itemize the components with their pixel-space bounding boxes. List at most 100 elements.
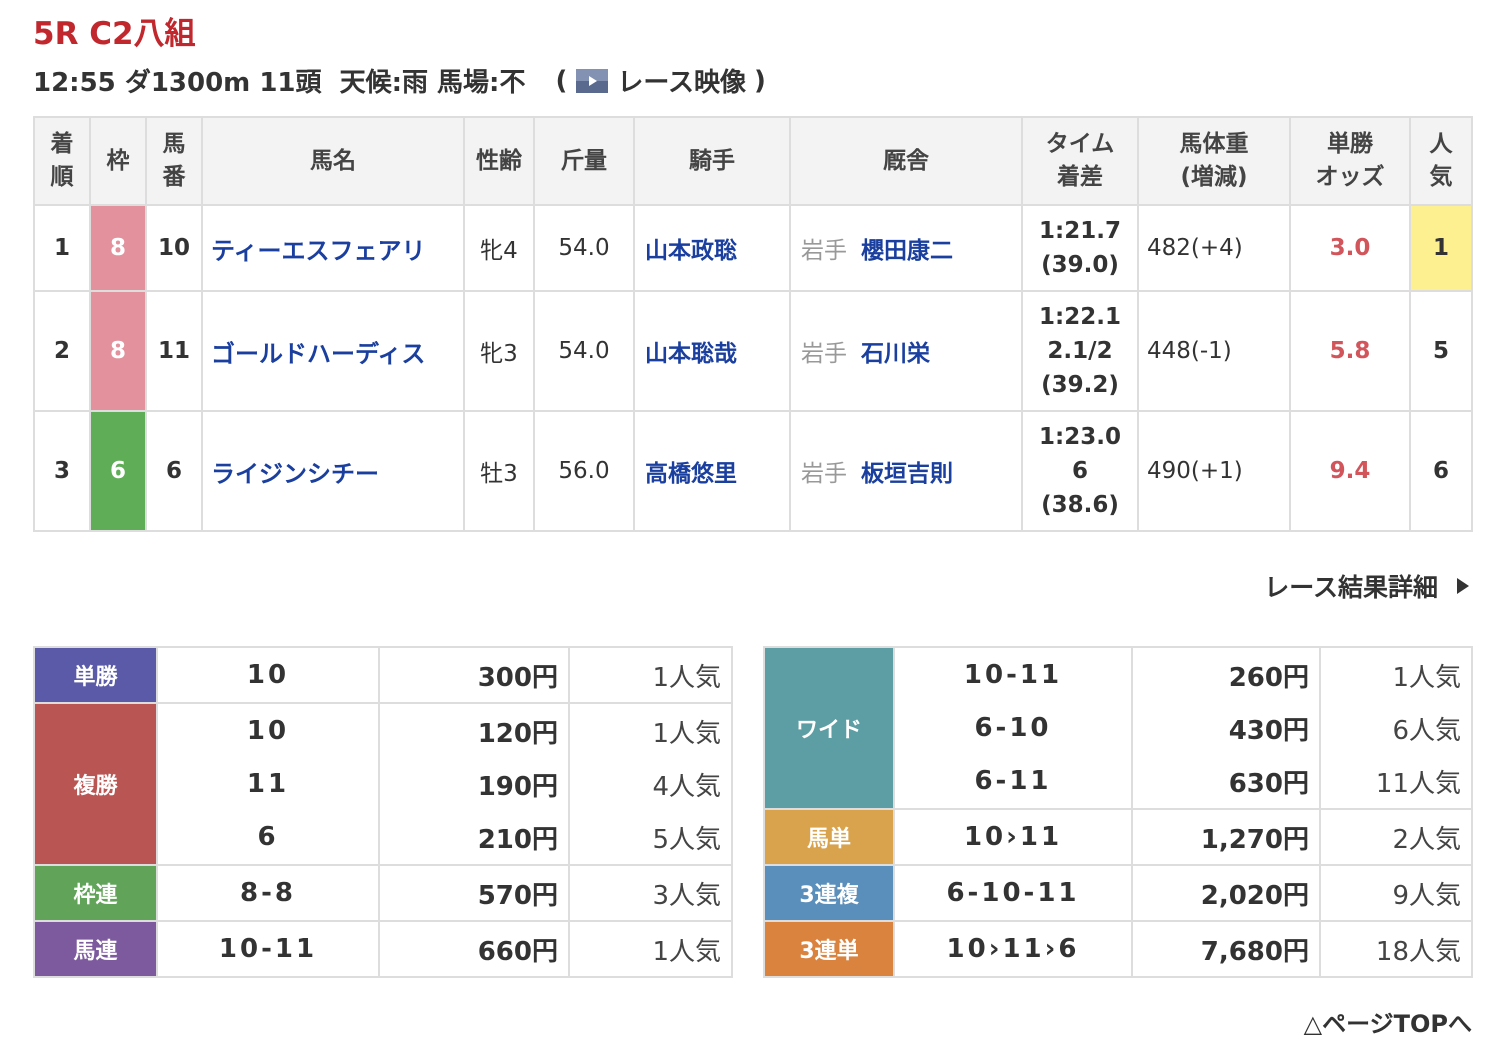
payout-row: 単勝 10 300円 1人気 bbox=[33, 646, 733, 704]
combination: 6-10-11 bbox=[893, 864, 1133, 922]
time: 1:22.1 2.1/2 (39.2) bbox=[1021, 290, 1139, 412]
combination: 6-11 bbox=[893, 754, 1133, 810]
payout-row: 11 190円 4人気 bbox=[34, 758, 733, 810]
trainer-name[interactable]: 櫻田康二 bbox=[861, 238, 953, 264]
video-link[interactable]: レース映像 bbox=[617, 68, 747, 98]
payout-row: 枠連 8-8 570円 3人気 bbox=[33, 864, 733, 922]
popularity: 11人気 bbox=[1319, 754, 1473, 810]
time: 1:23.0 6 (38.6) bbox=[1021, 410, 1139, 532]
video-block: ( レース映像 ) bbox=[555, 62, 765, 99]
trainer-region: 岩手 bbox=[801, 238, 847, 264]
time-line: (39.0) bbox=[1041, 252, 1119, 278]
weight: 56.0 bbox=[533, 410, 635, 532]
payout: 190円 bbox=[378, 758, 570, 810]
horse-name[interactable]: ライジンシチー bbox=[201, 410, 465, 532]
frame: 8 bbox=[89, 204, 147, 292]
detail-link[interactable]: レース結果詳細 bbox=[1264, 568, 1470, 604]
column-header: 騎手 bbox=[633, 116, 791, 206]
popularity: 3人気 bbox=[568, 864, 733, 922]
payout-row: 複勝 10 120円 1人気 bbox=[33, 702, 733, 866]
column-header: 着 順 bbox=[33, 116, 91, 206]
result-row: 2 8 11 ゴールドハーディス 牝3 54.0 山本聡哉 岩手 石川栄 1:22.1 2.1/2 (… bbox=[33, 290, 1473, 412]
column-header: 馬 番 bbox=[145, 116, 203, 206]
bet-type: ワイド bbox=[763, 646, 895, 810]
horse-number: 6 bbox=[145, 410, 203, 532]
race-conditions: 12:55 ダ1300m 11頭 天候:雨 馬場:不 bbox=[33, 68, 526, 98]
payout: 430円 bbox=[1131, 702, 1321, 754]
payout: 1,270円 bbox=[1131, 808, 1321, 866]
payout-table-left: 単勝 10 300円 1人気 複勝 10 120円 1人気 11 190円 4人気 6 210円 5人気枠… bbox=[33, 646, 733, 978]
trainer: 岩手 板垣吉則 bbox=[789, 410, 1023, 532]
popularity: 1人気 bbox=[1319, 646, 1473, 702]
popularity: 2人気 bbox=[1319, 808, 1473, 866]
result-row: 1 8 10 ティーエスフェアリ 牝4 54.0 山本政聡 岩手 櫻田康二 1:21.7 (39.0… bbox=[33, 204, 1473, 292]
trainer: 岩手 石川栄 bbox=[789, 290, 1023, 412]
sex-age: 牝3 bbox=[463, 290, 535, 412]
time: 1:21.7 (39.0) bbox=[1021, 204, 1139, 292]
payout-row: 馬連 10-11 660円 1人気 bbox=[33, 920, 733, 978]
detail-text[interactable]: レース結果詳細 bbox=[1264, 573, 1438, 602]
page-top-link[interactable]: △ページTOPへ bbox=[1303, 1010, 1472, 1038]
popularity: 4人気 bbox=[568, 758, 733, 810]
jockey[interactable]: 山本政聡 bbox=[633, 204, 791, 292]
jockey[interactable]: 高橋悠里 bbox=[633, 410, 791, 532]
popularity: 18人気 bbox=[1319, 920, 1473, 978]
body-weight: 490(+1) bbox=[1137, 410, 1291, 532]
header-row: 着 順枠馬 番馬名 性齢 斤量 騎手 厩舎 タイム 着差 馬体重 (増減) 単勝 オッズ人 気 bbox=[33, 116, 1473, 206]
column-header: 斤量 bbox=[533, 116, 635, 206]
trainer-name[interactable]: 板垣吉則 bbox=[861, 461, 953, 487]
trainer-region: 岩手 bbox=[801, 461, 847, 487]
payout-row: 3連単 10›11›6 7,680円 18人気 bbox=[763, 920, 1473, 978]
bet-type: 単勝 bbox=[33, 646, 158, 704]
time-line: 1:22.1 bbox=[1039, 304, 1121, 330]
sex-age: 牡3 bbox=[463, 410, 535, 532]
horse-number: 11 bbox=[145, 290, 203, 412]
column-header: 馬体重 (増減) bbox=[1137, 116, 1291, 206]
payout-body: ワイド 10-11 260円 1人気 6-10 430円 6人気 6-11 630円 11人気 馬単… bbox=[763, 646, 1473, 978]
bet-type: 枠連 bbox=[33, 864, 158, 922]
popularity: 1人気 bbox=[568, 702, 733, 758]
weight: 54.0 bbox=[533, 290, 635, 412]
body-weight: 448(-1) bbox=[1137, 290, 1291, 412]
race-info: 12:55 ダ1300m 11頭 天候:雨 馬場:不 ( レース映像 ) bbox=[33, 62, 766, 99]
rank: 1 bbox=[33, 204, 91, 292]
bet-type: 複勝 bbox=[33, 702, 158, 866]
trainer: 岩手 櫻田康二 bbox=[789, 204, 1023, 292]
payout: 630円 bbox=[1131, 754, 1321, 810]
popularity: 1人気 bbox=[568, 646, 733, 704]
arrow-icon bbox=[1457, 578, 1469, 594]
combination: 10 bbox=[156, 646, 380, 704]
paren: ( bbox=[555, 65, 568, 96]
rank: 2 bbox=[33, 290, 91, 412]
payout-row: 6 210円 5人気 bbox=[34, 810, 733, 866]
combination: 10 bbox=[156, 702, 380, 758]
horse-number: 10 bbox=[145, 204, 203, 292]
payout-row: 3連複 6-10-11 2,020円 9人気 bbox=[763, 864, 1473, 922]
horse-name[interactable]: ティーエスフェアリ bbox=[201, 204, 465, 292]
horse-name[interactable]: ゴールドハーディス bbox=[201, 290, 465, 412]
bet-type: 馬連 bbox=[33, 920, 158, 978]
time-line: 2.1/2 bbox=[1047, 338, 1113, 364]
column-header: タイム 着差 bbox=[1021, 116, 1139, 206]
payout-row: 6-10 430円 6人気 bbox=[764, 702, 1473, 754]
trainer-name[interactable]: 石川栄 bbox=[861, 341, 930, 367]
frame: 8 bbox=[89, 290, 147, 412]
column-header: 厩舎 bbox=[789, 116, 1023, 206]
combination: 10›11›6 bbox=[893, 920, 1133, 978]
combination: 8-8 bbox=[156, 864, 380, 922]
bet-type: 3連複 bbox=[763, 864, 895, 922]
popularity: 5人気 bbox=[568, 810, 733, 866]
payout: 2,020円 bbox=[1131, 864, 1321, 922]
combination: 10›11 bbox=[893, 808, 1133, 866]
jockey[interactable]: 山本聡哉 bbox=[633, 290, 791, 412]
popularity: 1 bbox=[1409, 204, 1473, 292]
column-header: 性齢 bbox=[463, 116, 535, 206]
time-line: 1:23.0 bbox=[1039, 424, 1121, 450]
payout: 300円 bbox=[378, 646, 570, 704]
paren: ) bbox=[754, 65, 766, 96]
payout-row: 6-11 630円 11人気 bbox=[764, 754, 1473, 810]
odds: 3.0 bbox=[1289, 204, 1411, 292]
popularity: 6人気 bbox=[1319, 702, 1473, 754]
payout-row: 馬単 10›11 1,270円 2人気 bbox=[763, 808, 1473, 866]
odds: 9.4 bbox=[1289, 410, 1411, 532]
